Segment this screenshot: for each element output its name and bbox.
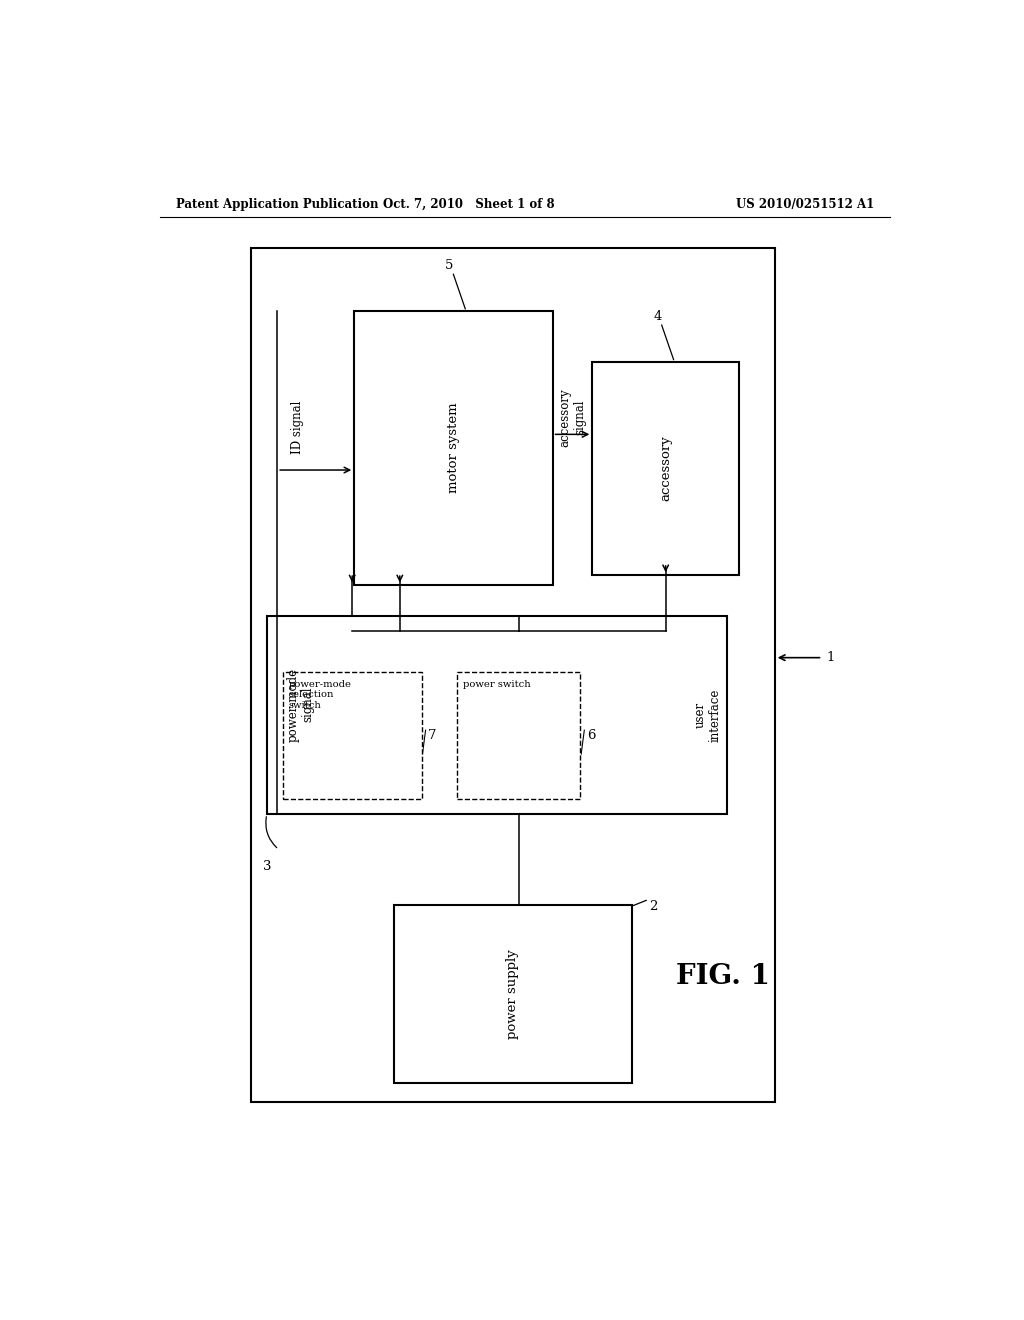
Text: 1: 1 [826, 651, 835, 664]
Text: Patent Application Publication: Patent Application Publication [176, 198, 378, 211]
Text: 5: 5 [445, 259, 454, 272]
Text: 3: 3 [263, 859, 271, 873]
Text: 4: 4 [653, 310, 662, 323]
Text: power switch: power switch [463, 680, 530, 689]
Text: 7: 7 [428, 729, 436, 742]
Text: accessory
signal: accessory signal [558, 388, 587, 447]
Bar [267, 615, 727, 814]
Bar [251, 248, 775, 1102]
Text: 2: 2 [649, 900, 657, 913]
Bar [283, 672, 422, 799]
Text: power-mode
selection
switch: power-mode selection switch [289, 680, 351, 710]
Text: 6: 6 [587, 729, 595, 742]
Bar [394, 906, 632, 1084]
Text: power-mode
signal: power-mode signal [287, 668, 314, 742]
Text: ID signal: ID signal [291, 401, 303, 454]
Text: user
interface: user interface [693, 688, 721, 742]
Text: power supply: power supply [507, 949, 519, 1039]
Bar [354, 312, 553, 585]
Text: US 2010/0251512 A1: US 2010/0251512 A1 [735, 198, 873, 211]
Text: accessory: accessory [659, 436, 672, 502]
Bar [592, 362, 739, 576]
Text: Oct. 7, 2010   Sheet 1 of 8: Oct. 7, 2010 Sheet 1 of 8 [383, 198, 555, 211]
Text: motor system: motor system [446, 403, 460, 494]
Bar [458, 672, 581, 799]
Text: FIG. 1: FIG. 1 [676, 964, 770, 990]
